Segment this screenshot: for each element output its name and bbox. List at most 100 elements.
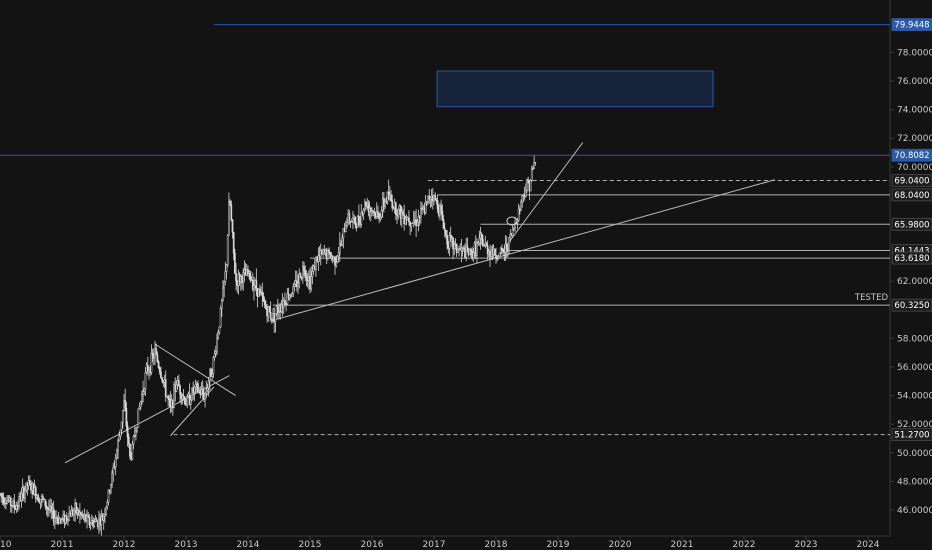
candle-body-343 [408, 217, 410, 223]
candle-body-14 [15, 505, 18, 510]
candle-body-6 [6, 500, 9, 504]
candle-body-134 [158, 367, 161, 373]
candle-body-387 [460, 248, 463, 251]
candle-body-420 [499, 247, 502, 254]
candle-body-301 [358, 215, 360, 222]
candle-body-135 [160, 371, 162, 378]
candle-body-164 [194, 384, 197, 388]
candle-body-5 [5, 502, 7, 505]
candle-body-233 [276, 306, 279, 313]
candle-body-311 [369, 207, 372, 211]
candle-body-43 [50, 505, 53, 512]
candle-body-254 [301, 266, 304, 279]
candle-body-418 [497, 257, 500, 259]
candle-body-406 [483, 245, 485, 247]
candle-body-378 [449, 234, 452, 237]
candle-body-153 [181, 395, 184, 400]
time-tick-label: 2017 [423, 540, 446, 550]
candle-body-7 [7, 500, 10, 502]
candle-body-288 [342, 227, 345, 239]
candle-body-2 [1, 494, 4, 498]
candle-body-188 [223, 281, 226, 289]
candle-body-415 [493, 248, 496, 256]
candle-body-213 [253, 285, 255, 290]
candle-body-400 [476, 242, 478, 256]
price-label-text: 65.9800 [894, 220, 929, 230]
time-tick-label: 2011 [51, 540, 74, 550]
price-label-box-7 [891, 298, 932, 312]
price-axis[interactable]: 78.0000 76.0000 74.0000 72.0000 70.0000 62.00… [890, 48, 932, 516]
price-label-text: 60.3250 [894, 301, 929, 311]
candle-body-56 [65, 515, 68, 520]
candle-body-118 [139, 401, 142, 408]
time-axis[interactable]: 2010 2011 2012 2013 2014 2015 2016 2017 2018 2019… [0, 536, 880, 550]
time-tick-label: 2022 [733, 540, 756, 550]
candle-body-97 [114, 457, 117, 467]
candle-body-87 [102, 515, 105, 521]
candle-body-298 [354, 216, 357, 226]
candle-body-154 [182, 395, 185, 398]
candle-body-73 [86, 515, 88, 522]
candle-body-186 [220, 300, 223, 309]
candle-body-91 [107, 489, 110, 503]
time-tick-label: 2016 [361, 540, 384, 550]
candle-body-443 [527, 179, 530, 184]
candle-body-25 [28, 480, 31, 485]
candle-body-68 [80, 512, 82, 515]
candle-body-239 [284, 300, 286, 305]
candle-body-252 [299, 273, 302, 278]
price-label-box-2 [891, 174, 932, 187]
candle-body-131 [155, 348, 158, 355]
candle-body-128 [151, 352, 154, 357]
candle-body-100 [118, 435, 121, 442]
candle-body-283 [336, 255, 339, 263]
candle-body-48 [56, 517, 59, 520]
candle-body-36 [42, 496, 44, 500]
candle-body-372 [442, 219, 445, 229]
candle-body-246 [292, 286, 295, 294]
candle-body-102 [120, 421, 123, 431]
candle-body-295 [350, 221, 353, 223]
candle-body-210 [249, 271, 252, 281]
candle-body-290 [344, 225, 347, 233]
trend-line-0 [269, 179, 776, 322]
candle-body-255 [303, 266, 305, 271]
candle-body-105 [124, 400, 127, 409]
candle-body-347 [412, 220, 415, 224]
candle-body-291 [346, 222, 348, 226]
candle-body-101 [119, 429, 122, 437]
candle-body-441 [524, 190, 527, 197]
candle-body-284 [337, 252, 340, 257]
candle-body-332 [394, 202, 397, 215]
candle-body-221 [262, 295, 265, 301]
candle-body-262 [311, 271, 314, 277]
candle-body-106 [125, 408, 128, 427]
candle-body-383 [455, 244, 458, 253]
candles-layer [0, 155, 537, 536]
candle-body-313 [372, 210, 375, 213]
candle-body-189 [224, 271, 227, 282]
candle-body-353 [420, 207, 422, 218]
candle-body-435 [517, 208, 520, 221]
candle-body-430 [511, 229, 514, 236]
candle-body-112 [132, 436, 135, 445]
candle-body-317 [377, 211, 379, 215]
price-tick-label: 78.0000 [897, 48, 932, 58]
candle-body-379 [451, 236, 453, 239]
candle-body-58 [68, 513, 71, 521]
price-tick-label: 76.0000 [897, 77, 932, 87]
candle-body-236 [280, 304, 283, 312]
candle-body-159 [188, 393, 191, 405]
candle-body-320 [380, 210, 383, 218]
candle-body-275 [327, 249, 329, 259]
candle-body-392 [466, 245, 469, 252]
candle-body-305 [362, 209, 365, 214]
candle-body-384 [456, 249, 459, 253]
candle-body-22 [25, 482, 28, 491]
candle-body-180 [213, 353, 216, 358]
candle-body-119 [141, 393, 143, 402]
candle-body-340 [404, 218, 407, 225]
candle-body-309 [367, 203, 370, 212]
candle-body-174 [206, 387, 209, 392]
